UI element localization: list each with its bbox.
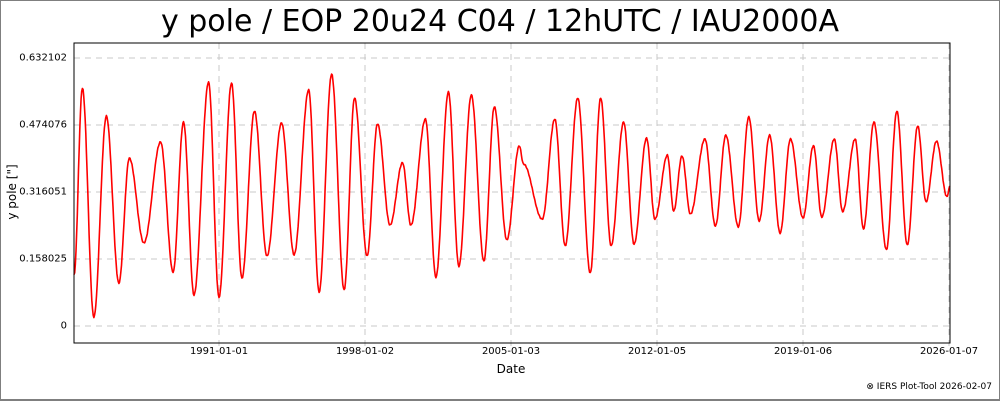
x-tick-label: 2019-01-06 — [773, 346, 833, 357]
axes-box — [73, 42, 951, 344]
y-tick-label: 0.316051 — [19, 186, 67, 198]
x-axis-label: Date — [496, 362, 526, 376]
x-tick-label: 2026-01-07 — [919, 346, 979, 357]
x-tick-label: 1998-01-02 — [335, 346, 395, 357]
y-pole-series-line — [73, 73, 951, 319]
x-tick-label: 2012-01-05 — [627, 346, 687, 357]
y-tick-label: 0.158025 — [19, 253, 67, 265]
y-axis-label: y pole ["] — [5, 164, 19, 219]
y-tick-label: 0.632102 — [19, 52, 67, 64]
x-tick-label: 1991-01-01 — [189, 346, 249, 357]
y-axis-label-text: y pole ["] — [5, 164, 19, 220]
x-tick-label: 2005-01-03 — [481, 346, 541, 357]
credit-text: ⊗ IERS Plot-Tool 2026-02-07 — [866, 382, 992, 392]
gridlines — [74, 43, 950, 347]
y-tick-label: 0.474076 — [19, 119, 67, 131]
y-tick-label: 0 — [60, 320, 67, 332]
chart-title: y pole / EOP 20u24 C04 / 12hUTC / IAU200… — [160, 4, 840, 39]
